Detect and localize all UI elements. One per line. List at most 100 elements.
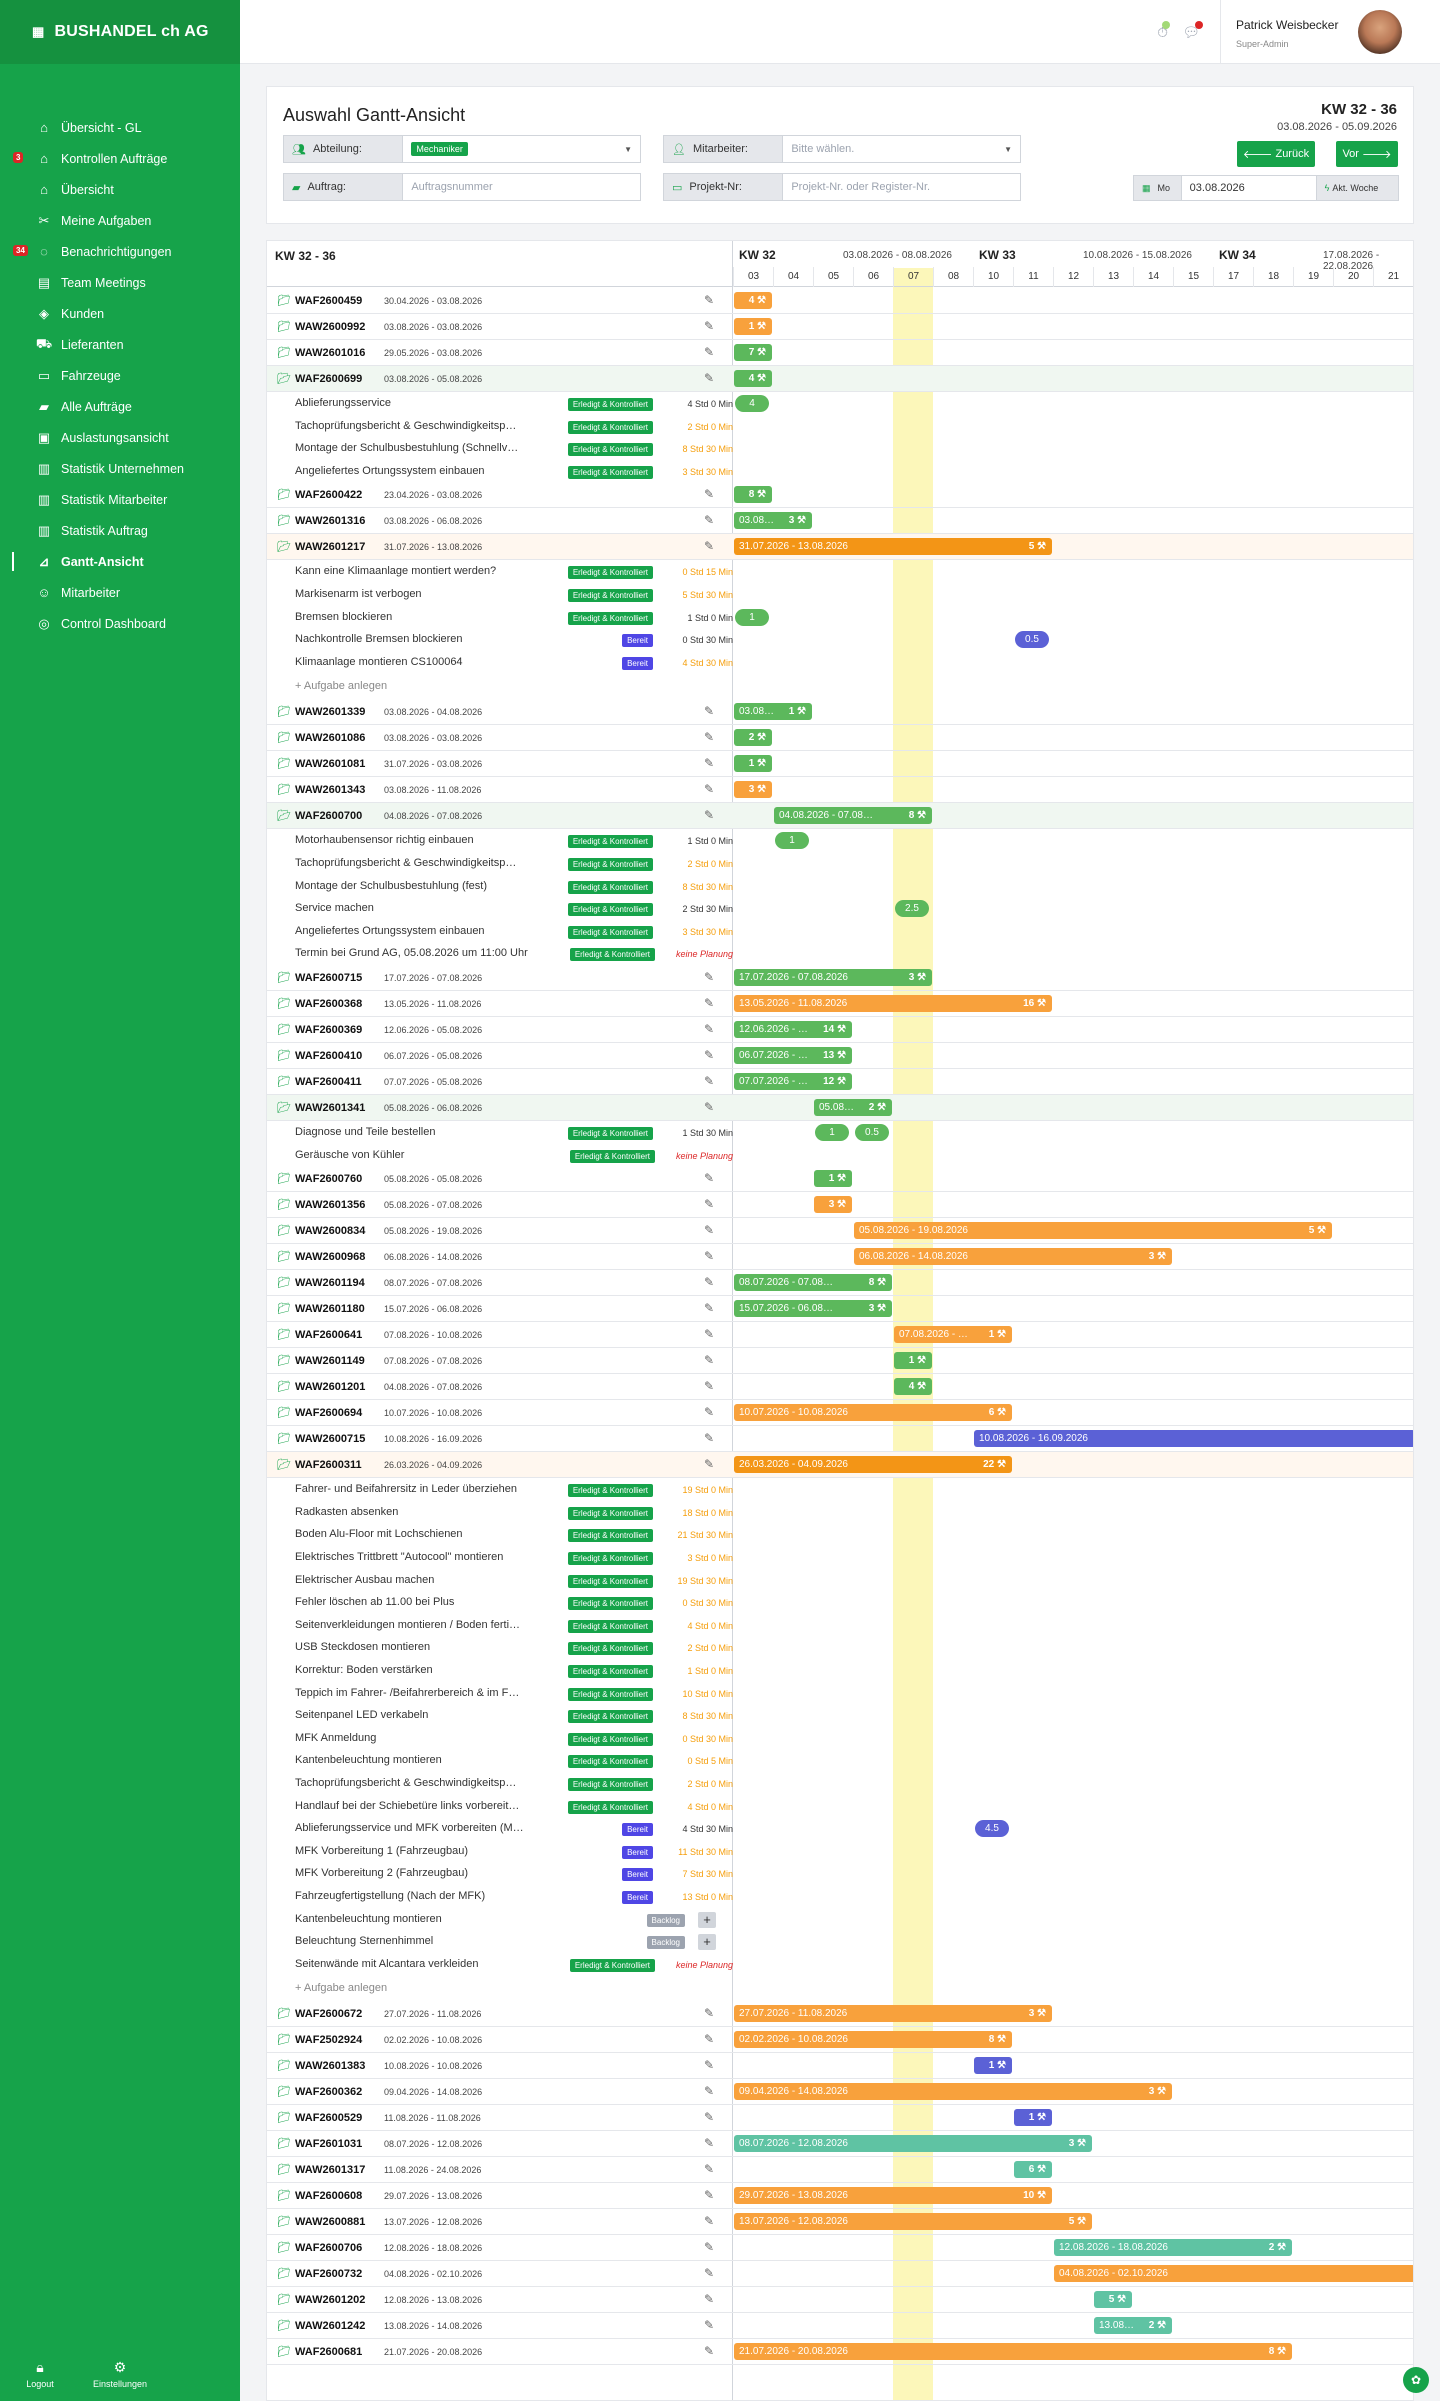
task-row[interactable]: Service machen Erledigt & Kontrolliert 2 S… (267, 897, 1413, 920)
folder-icon[interactable]: 📁︎ (277, 1355, 291, 1368)
edit-icon[interactable]: ✎ (704, 2266, 715, 2281)
edit-icon[interactable]: ✎ (704, 2058, 715, 2073)
folder-icon[interactable]: 📁︎ (277, 347, 291, 359)
gantt-bar[interactable]: 10.07.2026 - 10.08.2026 6 ⚒ (734, 1404, 1012, 1422)
work-order-id[interactable]: WAW2601086 (295, 732, 366, 745)
folder-icon[interactable]: 📁︎ (277, 1225, 291, 1238)
task-pill[interactable]: 1 (735, 608, 769, 626)
task-pill[interactable]: 4.5 (975, 1820, 1009, 1838)
add-task-row[interactable]: + Aufgabe anlegen (267, 1975, 1413, 2001)
user-menu[interactable]: Patrick Weisbecker Super-Admin (1220, 0, 1440, 64)
next-button[interactable]: Vor 🡒 (1336, 141, 1398, 167)
work-order-row[interactable]: 📁︎ WAW2601149 07.08.2026 - 07.08.2026 ✎ 1 ⚒ (267, 1348, 1413, 1375)
work-order-id[interactable]: WAW2601217 (295, 541, 366, 554)
work-order-row[interactable]: 📁︎ WAW2601343 03.08.2026 - 11.08.2026 ✎ 3 ⚒ (267, 777, 1413, 804)
task-row[interactable]: Korrektur: Boden verstärken Erledigt & Ko… (267, 1659, 1413, 1682)
work-order-id[interactable]: WAW2600992 (295, 321, 366, 333)
gantt-bar[interactable]: 1 ⚒ (974, 2057, 1012, 2075)
task-row[interactable]: Seitenpanel LED verkabeln Erledigt & Kont… (267, 1704, 1413, 1727)
edit-icon[interactable]: ✎ (704, 371, 715, 385)
work-order-row[interactable]: 📁︎ WAW2600715 10.08.2026 - 16.09.2026 ✎ 10.0… (267, 1426, 1413, 1453)
work-order-id[interactable]: WAF2600529 (295, 2112, 363, 2125)
folder-icon[interactable]: 📁︎ (277, 1277, 291, 1290)
mitarbeiter-value[interactable]: Bitte wählen. ▼ (783, 136, 1020, 162)
task-pill[interactable]: 4 (735, 395, 769, 412)
work-order-row[interactable]: 📁︎ WAF2600459 30.04.2026 - 03.08.2026 ✎ 4 ⚒ (267, 288, 1413, 314)
work-order-row[interactable]: 📂︎ WAF2600699 03.08.2026 - 05.08.2026 ✎ 4 ⚒ (267, 366, 1413, 392)
gantt-bar[interactable]: 04.08.2026 - 02.10.2026 (1054, 2265, 1413, 2283)
folder-icon[interactable]: 📁︎ (277, 2112, 291, 2125)
task-row[interactable]: Geräusche von Kühler Erledigt & Kontrolli… (267, 1144, 1413, 1167)
edit-icon[interactable]: ✎ (704, 319, 715, 333)
edit-icon[interactable]: ✎ (704, 1100, 715, 1114)
gantt-bar[interactable]: 1 ⚒ (734, 755, 772, 773)
work-order-row[interactable]: 📁︎ WAF2600369 12.06.2026 - 05.08.2026 ✎ 12.0… (267, 1017, 1413, 1043)
sidebar-item[interactable]: ⌂ Übersicht - GL (0, 112, 240, 143)
edit-icon[interactable]: ✎ (704, 1405, 715, 1420)
sidebar-item[interactable]: ⌂ Übersicht (0, 174, 240, 205)
abteilung-chip[interactable]: Mechaniker (411, 142, 468, 156)
gantt-bar[interactable]: 07.07.2026 - … 12 ⚒ (734, 1073, 852, 1090)
edit-icon[interactable]: ✎ (704, 513, 715, 528)
task-row[interactable]: Teppich im Fahrer- /Beifahrerbereich & i… (267, 1682, 1413, 1705)
work-order-id[interactable]: WAW2601316 (295, 515, 366, 528)
back-button[interactable]: 🡐 Zurück (1237, 141, 1315, 167)
work-order-id[interactable]: WAF2600699 (295, 373, 363, 385)
gantt-bar[interactable]: 05.08.2026 - 19.08.2026 5 ⚒ (854, 1222, 1332, 1240)
edit-icon[interactable]: ✎ (704, 1223, 715, 1238)
edit-icon[interactable]: ✎ (704, 1074, 715, 1088)
task-row[interactable]: Kantenbeleuchtung montieren Backlog + (267, 1908, 1413, 1931)
sidebar-item[interactable]: ⛟ Lieferanten (0, 329, 240, 360)
projekt-input[interactable]: Projekt-Nr. oder Register-Nr. (783, 174, 1020, 200)
edit-icon[interactable]: ✎ (704, 1457, 715, 1472)
folder-icon[interactable]: 📁︎ (277, 2164, 291, 2177)
sidebar-item[interactable]: ☺ Mitarbeiter (0, 577, 240, 608)
folder-icon[interactable]: 📁︎ (277, 1024, 291, 1036)
auftrag-field[interactable]: ▰ Auftrag: Auftragsnummer (283, 173, 641, 201)
work-order-id[interactable]: WAF2600368 (295, 998, 363, 1010)
work-order-row[interactable]: 📁︎ WAF2600760 05.08.2026 - 05.08.2026 ✎ 1 ⚒ (267, 1166, 1413, 1193)
work-order-row[interactable]: 📁︎ WAF2600529 11.08.2026 - 11.08.2026 ✎ 1 ⚒ (267, 2105, 1413, 2132)
work-order-row[interactable]: 📁︎ WAW2601016 29.05.2026 - 03.08.2026 ✎ 7 ⚒ (267, 340, 1413, 366)
work-order-row[interactable]: 📁︎ WAW2601356 05.08.2026 - 07.08.2026 ✎ 3 ⚒ (267, 1192, 1413, 1219)
work-order-id[interactable]: WAW2601383 (295, 2060, 366, 2073)
gantt-bar[interactable]: 03.08… 3 ⚒ (734, 512, 812, 530)
edit-icon[interactable]: ✎ (704, 782, 715, 797)
folder-icon[interactable]: 📁︎ (277, 1173, 291, 1186)
work-order-id[interactable]: WAF2600410 (295, 1050, 363, 1062)
edit-icon[interactable]: ✎ (704, 1197, 715, 1212)
folder-icon[interactable]: 📁︎ (277, 2346, 291, 2359)
work-order-row[interactable]: 📁︎ WAF2600422 23.04.2026 - 03.08.2026 ✎ 8 ⚒ (267, 482, 1413, 509)
work-order-row[interactable]: 📁︎ WAF2600410 06.07.2026 - 05.08.2026 ✎ 06.0… (267, 1043, 1413, 1069)
edit-icon[interactable]: ✎ (704, 539, 715, 554)
work-order-row[interactable]: 📁︎ WAW2601202 12.08.2026 - 13.08.2026 ✎ 5 ⚒ (267, 2287, 1413, 2314)
work-order-id[interactable]: WAF2600411 (295, 1076, 362, 1088)
folder-icon[interactable]: 📁︎ (277, 2034, 291, 2047)
folder-icon[interactable]: 📁︎ (277, 321, 291, 333)
edit-icon[interactable]: ✎ (704, 2136, 715, 2151)
work-order-row[interactable]: 📁︎ WAF2601031 08.07.2026 - 12.08.2026 ✎ 08.0… (267, 2131, 1413, 2158)
task-row[interactable]: Klimaanlage montieren CS100064 Bereit 4 St… (267, 651, 1413, 674)
work-order-row[interactable]: 📁︎ WAF2600732 04.08.2026 - 02.10.2026 ✎ 04.0… (267, 2261, 1413, 2288)
work-order-row[interactable]: 📁︎ WAW2600881 13.07.2026 - 12.08.2026 ✎ 13.0… (267, 2209, 1413, 2236)
work-order-id[interactable]: WAF2600672 (295, 2008, 363, 2021)
task-row[interactable]: MFK Vorbereitung 1 (Fahrzeugbau) Bereit 11… (267, 1840, 1413, 1863)
gantt-bar[interactable]: 13.08… 2 ⚒ (1094, 2317, 1172, 2335)
task-row[interactable]: Kann eine Klimaanlage montiert werden? Er… (267, 560, 1413, 583)
gantt-bar[interactable]: 09.04.2026 - 14.08.2026 3 ⚒ (734, 2083, 1172, 2101)
avatar[interactable] (1358, 10, 1402, 54)
task-row[interactable]: Angeliefertes Ortungssystem einbauen Erle… (267, 460, 1413, 483)
gantt-bar[interactable]: 27.07.2026 - 11.08.2026 3 ⚒ (734, 2005, 1052, 2023)
work-order-row[interactable]: 📂︎ WAF2600311 26.03.2026 - 04.09.2026 ✎ 26.0… (267, 1452, 1413, 1479)
edit-icon[interactable]: ✎ (704, 996, 715, 1010)
work-order-id[interactable]: WAW2601202 (295, 2294, 366, 2307)
gantt-bar[interactable]: 26.03.2026 - 04.09.2026 22 ⚒ (734, 1456, 1012, 1474)
edit-icon[interactable]: ✎ (704, 2318, 715, 2333)
folder-icon[interactable]: 📁︎ (277, 2138, 291, 2151)
sidebar-item[interactable]: ◈ Kunden (0, 298, 240, 329)
folder-icon[interactable]: 📁︎ (277, 706, 291, 719)
work-order-row[interactable]: 📁︎ WAW2600968 06.08.2026 - 14.08.2026 ✎ 06.0… (267, 1244, 1413, 1271)
gantt-bar[interactable]: 13.07.2026 - 12.08.2026 5 ⚒ (734, 2213, 1092, 2231)
work-order-id[interactable]: WAW2600715 (295, 1433, 366, 1446)
abteilung-value[interactable]: Mechaniker ▼ (403, 136, 640, 162)
